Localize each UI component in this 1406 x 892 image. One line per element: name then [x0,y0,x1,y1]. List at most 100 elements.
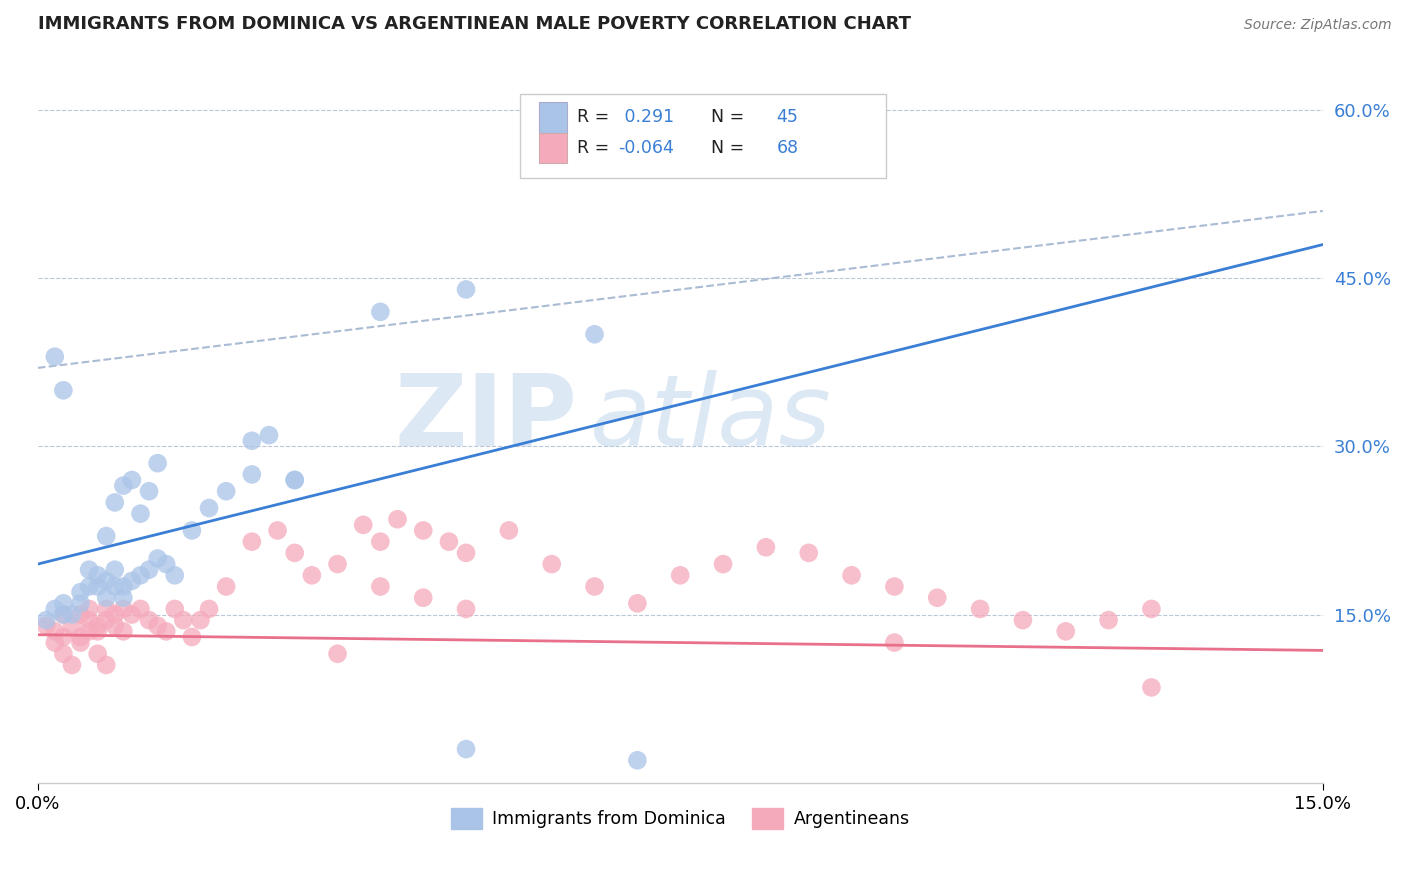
Point [454,602,477,616]
Point [1012,613,1035,627]
Point [454,282,477,296]
Point [69,607,91,622]
Point [69,635,91,649]
Point [104,619,127,633]
Point [112,580,135,594]
Text: 68: 68 [776,139,799,157]
Point [52,647,75,661]
Point [52,607,75,622]
Point [104,607,127,622]
Point [121,607,143,622]
Text: R =: R = [578,139,616,157]
Point [60,619,83,633]
Point [77,613,100,627]
Point [240,534,263,549]
Point [284,473,307,487]
Point [86,619,108,633]
FancyBboxPatch shape [520,94,886,178]
Point [326,557,349,571]
Point [138,484,160,499]
Point [129,568,152,582]
Text: IMMIGRANTS FROM DOMINICA VS ARGENTINEAN MALE POVERTY CORRELATION CHART: IMMIGRANTS FROM DOMINICA VS ARGENTINEAN … [38,15,911,33]
Point [370,580,392,594]
Point [86,647,108,661]
Point [370,305,392,319]
Point [146,551,169,566]
Point [112,602,135,616]
Point [412,591,434,605]
Point [52,384,75,398]
Point [352,517,374,532]
Point [540,557,562,571]
Point [301,568,323,582]
Point [96,658,118,673]
Point [69,630,91,644]
Point [146,456,169,470]
Point [86,580,108,594]
Point [711,557,734,571]
Point [44,624,66,639]
Point [1140,602,1163,616]
Point [112,624,135,639]
Point [454,546,477,560]
Point [104,495,127,509]
Point [583,327,606,342]
Text: N =: N = [700,139,749,157]
Point [129,602,152,616]
Text: atlas: atlas [591,370,832,467]
Point [77,580,100,594]
Point [44,635,66,649]
Point [138,613,160,627]
Point [797,546,820,560]
Point [163,568,186,582]
Text: ZIP: ZIP [395,370,578,467]
Point [77,563,100,577]
Point [44,350,66,364]
Point [626,596,648,610]
Point [190,613,212,627]
Point [437,534,460,549]
Point [104,580,127,594]
Point [180,630,202,644]
Point [104,563,127,577]
Point [35,613,58,627]
Point [155,557,177,571]
Point [112,478,135,492]
Point [155,624,177,639]
Point [77,624,100,639]
Point [498,524,520,538]
Point [35,619,58,633]
Point [96,574,118,588]
Bar [538,133,567,163]
Point [52,630,75,644]
Point [387,512,409,526]
Point [215,580,238,594]
Text: 0.291: 0.291 [619,109,673,127]
Point [626,753,648,767]
Point [215,484,238,499]
Point [969,602,991,616]
Point [755,541,778,555]
Point [77,602,100,616]
Point [412,524,434,538]
Point [60,607,83,622]
Point [52,607,75,622]
Point [96,529,118,543]
Point [121,473,143,487]
Point [883,580,905,594]
Point [86,624,108,639]
Point [198,501,221,516]
Point [60,658,83,673]
Point [583,580,606,594]
Point [454,742,477,756]
Point [198,602,221,616]
Point [69,596,91,610]
Text: -0.064: -0.064 [619,139,675,157]
Text: 45: 45 [776,109,799,127]
Point [284,473,307,487]
Point [1097,613,1119,627]
Point [1054,624,1077,639]
Point [257,428,280,442]
Point [883,635,905,649]
Point [138,563,160,577]
